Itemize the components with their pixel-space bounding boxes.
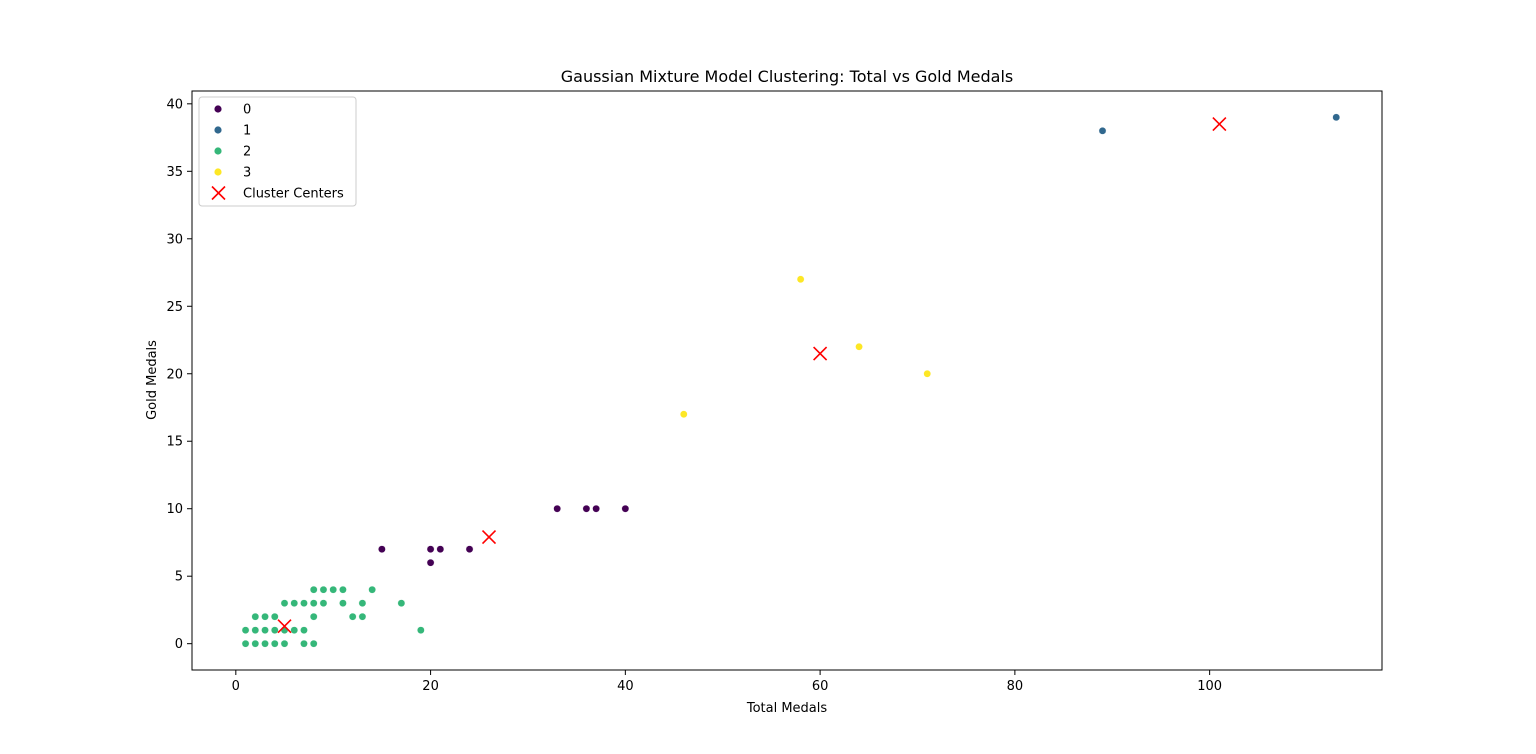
data-point-cluster-0: [621, 504, 630, 513]
data-point-cluster-0: [582, 504, 591, 513]
legend-label-cluster-centers: Cluster Centers: [243, 187, 344, 202]
data-point-cluster-2: [309, 599, 318, 607]
x-tick-label: 80: [1007, 679, 1024, 694]
cluster-center-marker: [481, 529, 497, 545]
y-axis-label: Gold Medals: [145, 340, 160, 420]
data-point-cluster-2: [339, 599, 347, 607]
plot-area: [191, 90, 1383, 671]
data-point-cluster-2: [290, 626, 299, 634]
data-point-cluster-2: [300, 599, 308, 607]
data-point-cluster-2: [280, 599, 289, 607]
legend-label-cluster-1: 1: [243, 124, 251, 139]
legend-marker-cluster-2: [214, 147, 222, 155]
data-point-cluster-0: [436, 545, 445, 554]
data-point-cluster-2: [329, 585, 338, 594]
data-point-cluster-0: [426, 545, 435, 554]
data-point-cluster-2: [261, 639, 269, 648]
data-point-cluster-0: [592, 504, 600, 513]
data-point-cluster-2: [417, 626, 425, 634]
data-point-cluster-2: [270, 612, 279, 621]
legend: 0 1 2 3 Cluster Centers: [198, 96, 357, 207]
data-point-cluster-2: [270, 639, 279, 648]
y-tick-label: 40: [166, 97, 183, 112]
data-point-cluster-3: [923, 369, 932, 378]
data-point-cluster-3: [855, 342, 863, 351]
data-point-cluster-2: [300, 626, 308, 634]
data-point-cluster-0: [465, 545, 474, 554]
data-point-cluster-2: [290, 599, 299, 607]
legend-marker-cluster-3: [214, 168, 222, 176]
cluster-center-marker: [813, 346, 828, 361]
data-point-cluster-0: [553, 504, 561, 513]
y-tick-label: 30: [166, 232, 183, 247]
data-point-cluster-2: [261, 626, 269, 634]
data-point-cluster-2: [309, 585, 318, 594]
y-tick-label: 35: [166, 165, 183, 180]
y-tick-label: 25: [166, 300, 183, 315]
data-point-cluster-1: [1332, 113, 1341, 122]
y-tick-label: 0: [175, 637, 183, 652]
data-point-cluster-3: [679, 410, 688, 419]
data-point-cluster-0: [378, 545, 386, 554]
data-point-cluster-2: [339, 585, 347, 594]
y-axis: 0 5 10 15 20 25 30 35 40: [166, 97, 192, 652]
x-tick-label: 20: [422, 679, 439, 694]
data-point-cluster-2: [319, 585, 328, 594]
cluster-center-marker: [1212, 117, 1227, 132]
x-tick-label: 0: [232, 679, 240, 694]
y-tick-label: 15: [166, 435, 183, 450]
y-tick-label: 10: [166, 502, 183, 517]
data-point-cluster-2: [251, 612, 260, 621]
legend-marker-cluster-centers: [211, 185, 226, 201]
data-point-cluster-2: [251, 626, 260, 634]
cluster-center-marker: [277, 619, 292, 634]
x-tick-label: 60: [812, 679, 829, 694]
legend-label-cluster-0: 0: [243, 103, 251, 118]
data-point-cluster-2: [397, 599, 406, 607]
x-axis: 0 20 40 60 80 100: [232, 670, 1222, 694]
data-point-cluster-2: [300, 639, 308, 648]
data-point-cluster-2: [241, 626, 250, 634]
x-axis-label: Total Medals: [746, 701, 828, 716]
data-point-cluster-2: [241, 639, 250, 648]
data-point-cluster-3: [796, 275, 805, 284]
axes-frame: [191, 90, 1383, 671]
legend-marker-cluster-0: [214, 105, 222, 113]
data-point-cluster-0: [426, 558, 435, 567]
legend-marker-cluster-1: [214, 126, 222, 134]
data-point-cluster-2: [358, 599, 367, 607]
data-point-cluster-2: [368, 585, 376, 594]
y-tick-label: 20: [166, 367, 183, 382]
legend-label-cluster-3: 3: [243, 166, 251, 181]
data-point-cluster-2: [358, 612, 367, 621]
legend-box: [198, 96, 357, 207]
data-point-cluster-2: [309, 639, 318, 648]
chart-title: Gaussian Mixture Model Clustering: Total…: [561, 67, 1014, 86]
data-point-cluster-2: [270, 626, 279, 634]
data-point-cluster-2: [261, 612, 269, 621]
y-tick-label: 5: [175, 570, 183, 585]
data-point-cluster-1: [1098, 127, 1107, 135]
data-point-cluster-2: [251, 639, 260, 648]
x-tick-label: 100: [1197, 679, 1222, 694]
legend-label-cluster-2: 2: [243, 145, 251, 160]
data-point-cluster-2: [319, 599, 328, 607]
data-point-cluster-2: [309, 612, 318, 621]
x-tick-label: 40: [617, 679, 634, 694]
data-point-cluster-2: [280, 639, 289, 648]
data-point-cluster-2: [348, 612, 357, 621]
